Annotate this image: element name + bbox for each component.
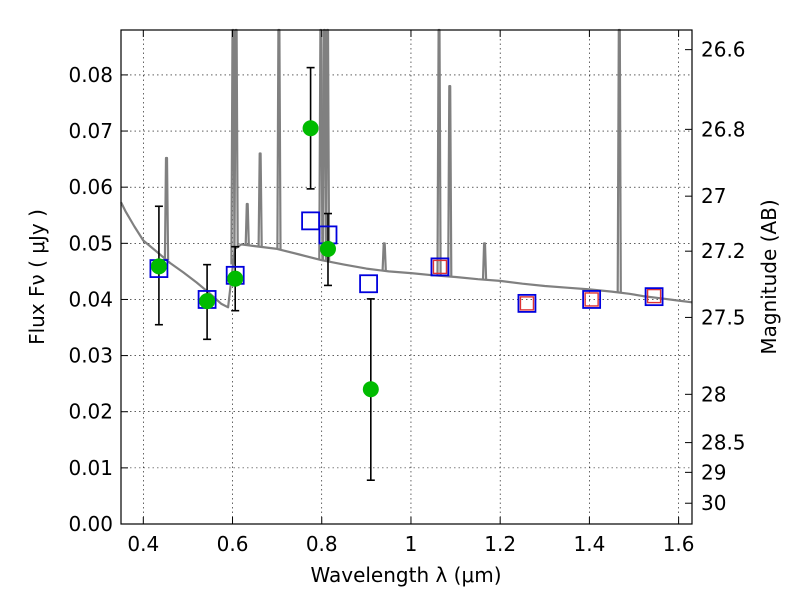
spectrum-emission-line bbox=[233, 28, 239, 249]
model-square bbox=[517, 293, 537, 313]
x-tick-label: 1 bbox=[405, 532, 418, 556]
x-tick-label: 1.4 bbox=[573, 532, 605, 556]
x-tick-label: 1.6 bbox=[663, 532, 695, 556]
y-tick-label: 0.00 bbox=[68, 512, 113, 536]
observed-point bbox=[302, 120, 319, 137]
x-tick-label: 0.4 bbox=[127, 532, 159, 556]
x-tick-label: 0.6 bbox=[217, 532, 249, 556]
y2-tick-label: 26.6 bbox=[701, 38, 746, 62]
spectrum-emission-line bbox=[481, 242, 488, 280]
y2-tick-label: 29 bbox=[701, 460, 726, 484]
model-square bbox=[301, 211, 320, 231]
observed-point bbox=[150, 258, 167, 275]
y2-tick-label: 26.8 bbox=[701, 117, 746, 141]
model-photometry bbox=[149, 211, 664, 313]
model-square bbox=[359, 274, 378, 294]
y-tick-label: 0.01 bbox=[68, 456, 113, 480]
y-tick-label: 0.06 bbox=[68, 175, 113, 199]
y-tick-label: 0.02 bbox=[68, 400, 113, 424]
y2-axis-label: Magnitude (AB) bbox=[757, 199, 781, 354]
observed-point bbox=[227, 270, 244, 287]
spectrum-emission-line bbox=[163, 156, 170, 261]
x-tick-label: 0.8 bbox=[306, 532, 338, 556]
y-tick-label: 0.07 bbox=[68, 119, 113, 143]
x-tick-label: 1.2 bbox=[484, 532, 516, 556]
y-tick-label: 0.03 bbox=[68, 344, 113, 368]
error-bars bbox=[154, 66, 375, 482]
observed-point bbox=[362, 381, 379, 398]
observed-point bbox=[319, 240, 336, 257]
y2-tick-label: 27 bbox=[701, 184, 726, 208]
alt-model-square bbox=[519, 296, 535, 311]
observed-point bbox=[199, 293, 216, 310]
spectrum-emission-line bbox=[436, 28, 442, 276]
spectrum-emission-line bbox=[257, 152, 263, 247]
alt-model-square bbox=[432, 259, 448, 275]
alt-model-square bbox=[646, 288, 662, 304]
observed-photometry bbox=[150, 120, 379, 398]
y2-tick-label: 28 bbox=[701, 382, 726, 406]
y-tick-label: 0.05 bbox=[68, 231, 113, 255]
y2-tick-label: 27.2 bbox=[701, 239, 746, 263]
y2-tick-label: 27.5 bbox=[701, 305, 746, 329]
x-axis-label: Wavelength λ (μm) bbox=[310, 563, 501, 587]
y-tick-label: 0.08 bbox=[68, 63, 113, 87]
spectrum-emission-line bbox=[276, 28, 282, 250]
plot-frame bbox=[120, 29, 693, 525]
y-tick-label: 0.04 bbox=[68, 287, 113, 311]
model-square bbox=[644, 287, 664, 307]
spectrum-emission-line bbox=[381, 242, 387, 271]
y2-tick-label: 28.5 bbox=[701, 431, 746, 455]
y-axis-label: Flux Fν ( μJy ) bbox=[25, 209, 49, 345]
spectrum-emission-line bbox=[447, 84, 453, 277]
spectrum-emission-line bbox=[616, 28, 622, 293]
y2-tick-label: 30 bbox=[701, 491, 726, 515]
model-square bbox=[430, 257, 450, 277]
model-square bbox=[582, 290, 602, 309]
axis-ticks: 0.4 0.6 0.8 1 1.2 1.4 1.6 0.00 0.01 0.02 0.03 0.04 0… bbox=[68, 30, 746, 556]
spectrum-emission-line bbox=[244, 202, 250, 246]
alt-model-square bbox=[584, 292, 599, 307]
